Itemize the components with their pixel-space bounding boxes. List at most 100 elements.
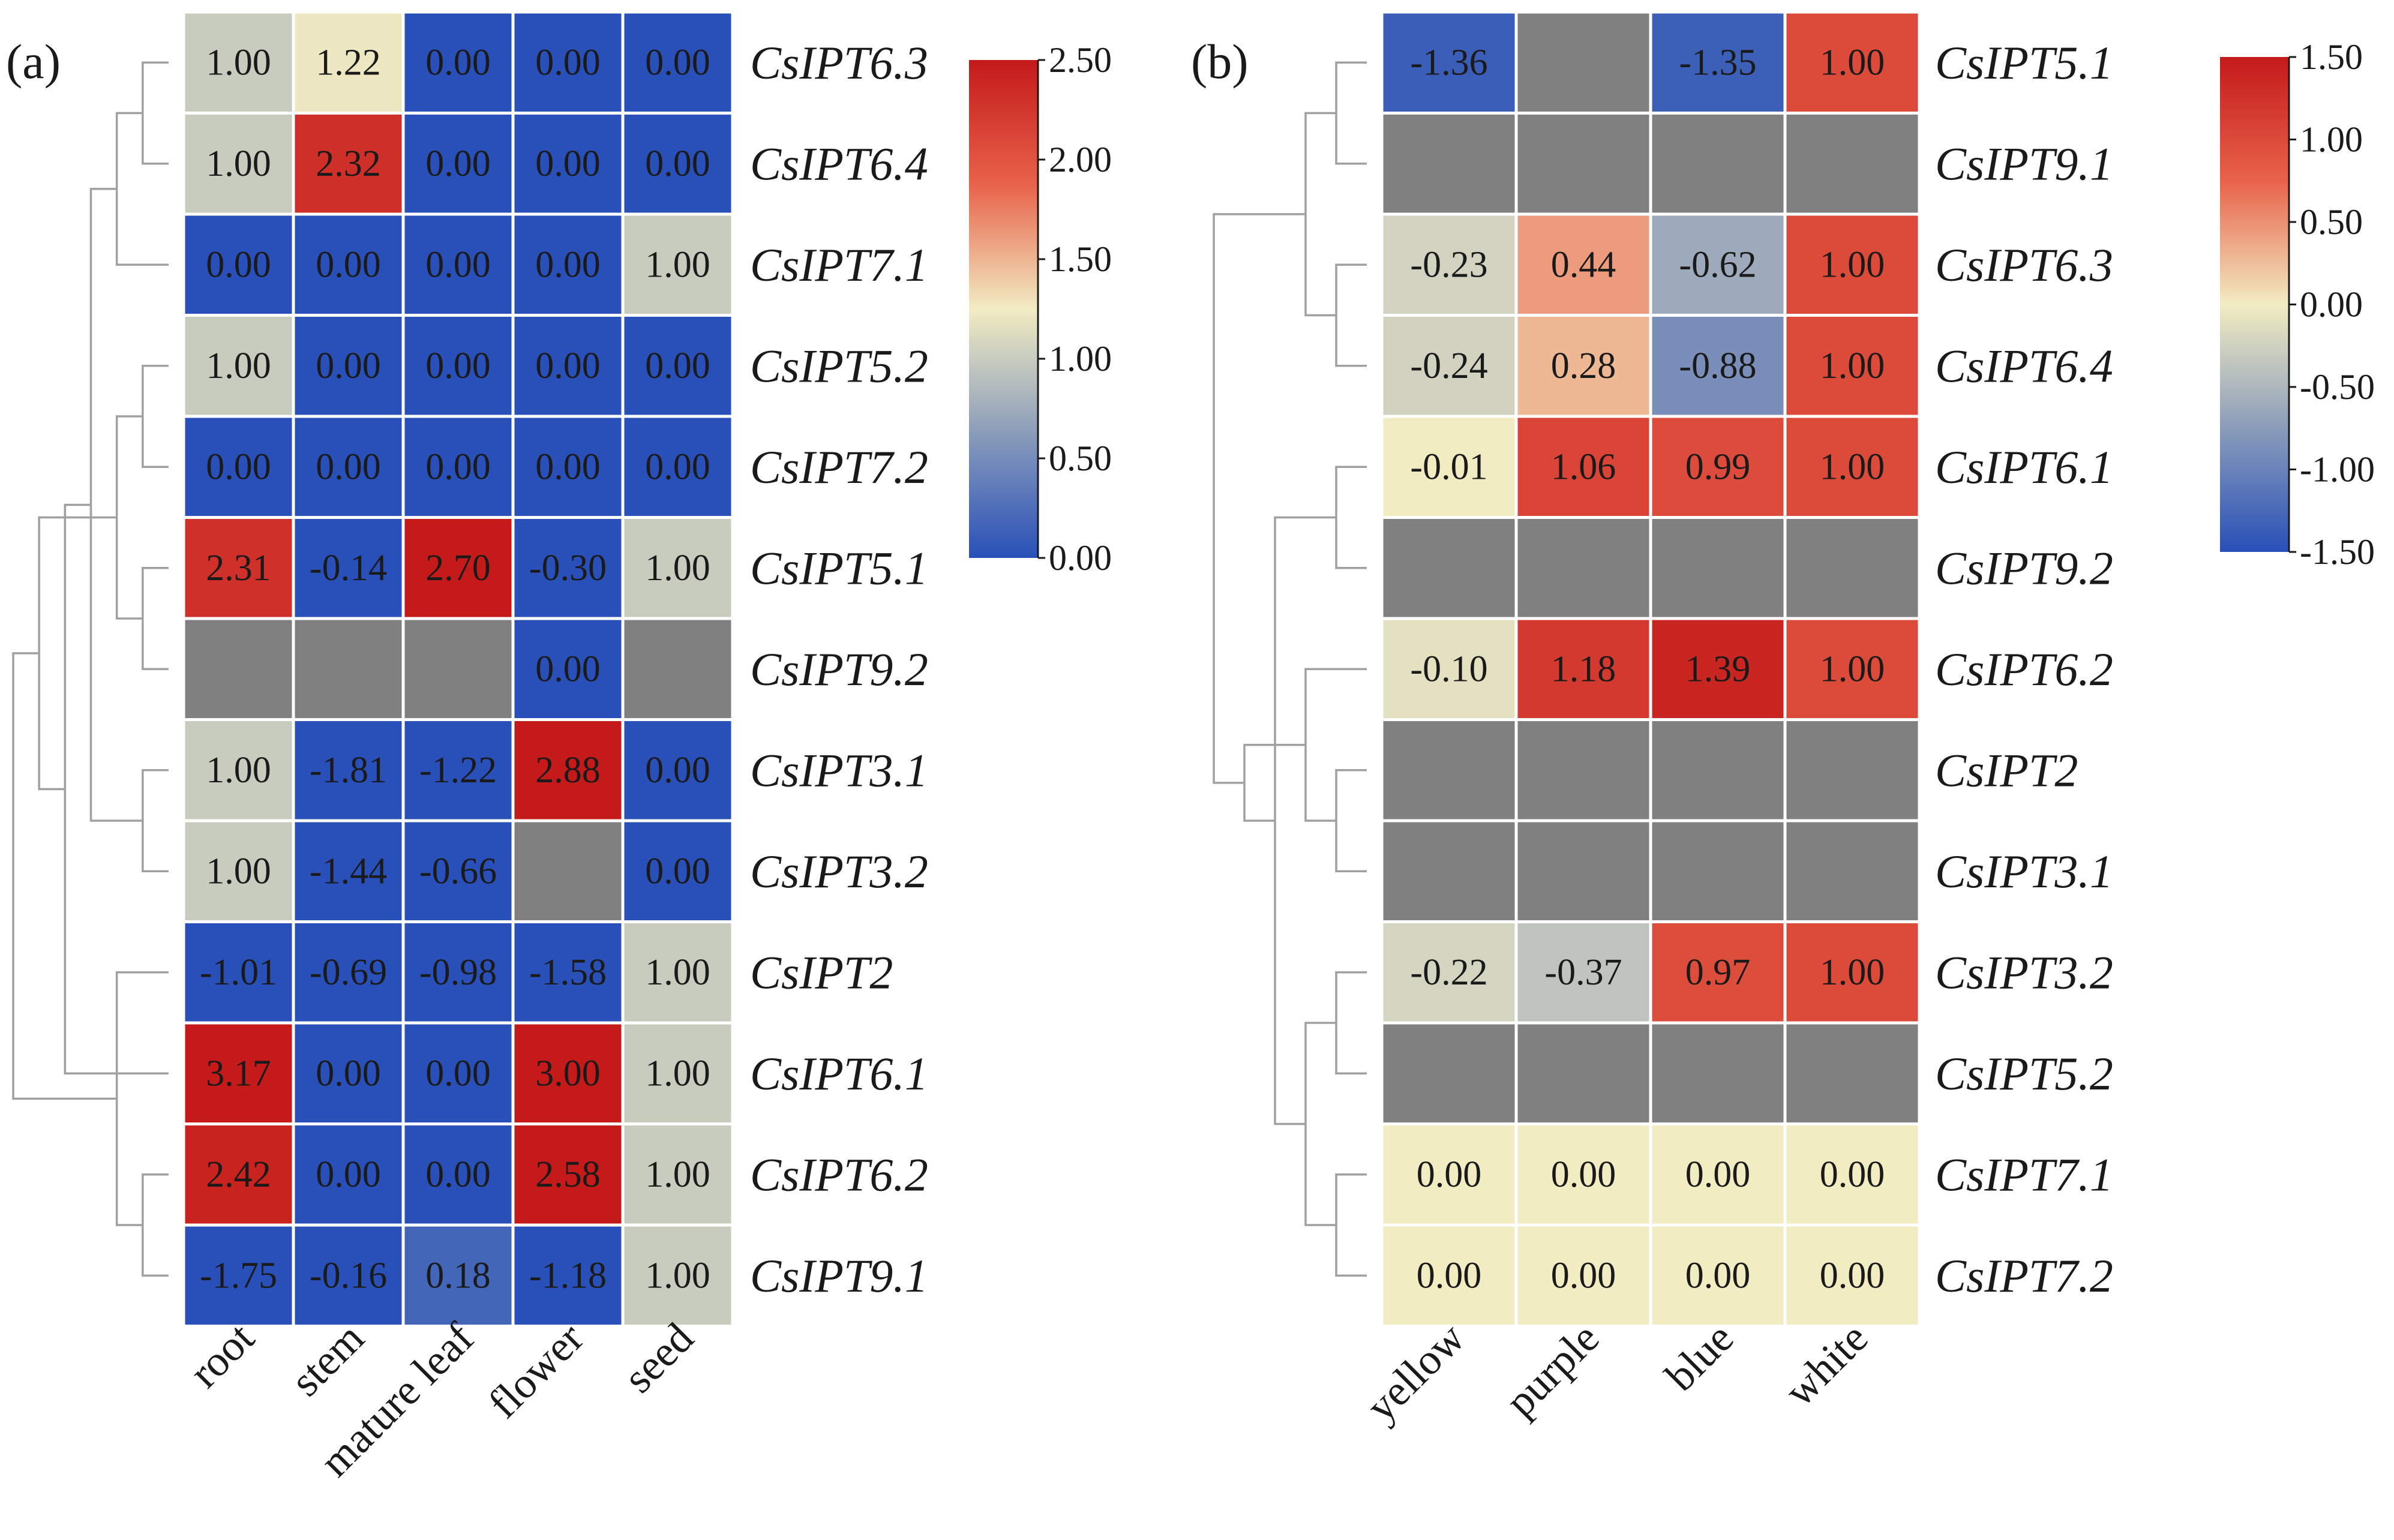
cell-value-label: -0.23: [1410, 244, 1487, 285]
cell-value-label: 0.00: [425, 446, 491, 487]
heatmap-cell: [401, 314, 515, 418]
cell-value-label: 1.00: [1820, 952, 1885, 993]
cell-value-label: 0.00: [1551, 1154, 1616, 1195]
row-label: CsIPT5.2: [750, 340, 928, 392]
heatmap-cell: [1649, 112, 1787, 216]
heatmap-cell: [292, 212, 405, 317]
colorbar-tick-label: 2.00: [1049, 140, 1112, 179]
heatmap-cell: [292, 1223, 405, 1328]
heatmap-cell: [511, 1122, 625, 1227]
cell-value-label: -1.35: [1679, 42, 1756, 83]
cell-value-label: 0.00: [425, 244, 491, 285]
cell-value-label: 1.00: [645, 1154, 710, 1195]
heatmap-cell: [1649, 516, 1787, 620]
heatmap-cell: [1514, 415, 1652, 519]
row-label: CsIPT3.1: [1935, 845, 2113, 897]
heatmap-cell: [182, 617, 295, 721]
cell-value-label: -0.24: [1410, 346, 1487, 386]
heatmap-cell: [401, 1122, 515, 1227]
colorbar-tick-label: -0.50: [2300, 367, 2375, 407]
row-label: CsIPT6.3: [750, 37, 928, 89]
cell-value-label: 1.22: [316, 42, 381, 83]
cell-value-label: 1.39: [1685, 649, 1751, 689]
heatmap-cell: [621, 920, 734, 1025]
heatmap-cell: [1783, 314, 1921, 418]
cell-value-label: -0.88: [1679, 346, 1756, 386]
heatmap-cell: [1380, 819, 1518, 923]
row-label: CsIPT7.1: [1935, 1148, 2113, 1200]
heatmap-cell: [1783, 1122, 1921, 1227]
colorbar-tick-label: 0.50: [1049, 439, 1112, 478]
heatmap-cell: [182, 1223, 295, 1328]
cell-value-label: 1.00: [1820, 244, 1885, 285]
cell-value-label: 0.00: [1820, 1154, 1885, 1195]
cell-value-label: 0.00: [645, 750, 710, 791]
heatmap-cell: [401, 718, 515, 822]
heatmap-cell: [1783, 819, 1921, 923]
heatmap-cell: [511, 1223, 625, 1328]
heatmap-cell: [292, 1122, 405, 1227]
cell-value-label: 1.00: [1820, 346, 1885, 386]
cell-value-label: -0.14: [310, 548, 387, 589]
heatmap-cell: [401, 516, 515, 620]
heatmap-cell: [182, 516, 295, 620]
heatmap-cell: [1783, 112, 1921, 216]
heatmap-cell: [1783, 920, 1921, 1025]
cell-value-label: 1.00: [206, 143, 271, 184]
cell-value-label: 0.00: [1820, 1255, 1885, 1296]
colorbar-tick-label: 0.00: [1049, 538, 1112, 578]
heatmap-cell: [511, 819, 625, 923]
heatmap-cell: [1514, 10, 1652, 115]
cell-value-label: 0.00: [1551, 1255, 1616, 1296]
heatmap-cell: [1649, 10, 1787, 115]
heatmap-cell: [1514, 718, 1652, 822]
heatmap-cell: [1514, 1223, 1652, 1328]
cell-value-label: -1.75: [200, 1255, 277, 1296]
cell-value-label: 0.00: [535, 346, 601, 386]
cell-value-label: 3.00: [535, 1053, 601, 1094]
cell-value-label: -0.10: [1410, 649, 1487, 689]
row-label: CsIPT6.4: [750, 137, 928, 190]
cell-value-label: 2.32: [316, 143, 381, 184]
cell-value-label: 0.00: [425, 1053, 491, 1094]
cell-value-label: 2.31: [206, 548, 271, 589]
heatmap-cell: [621, 1122, 734, 1227]
heatmap-cell: [1380, 1223, 1518, 1328]
row-label: CsIPT6.2: [1935, 643, 2113, 695]
cell-value-label: 0.00: [535, 244, 601, 285]
colorbar-tick-label: 1.00: [2300, 120, 2363, 160]
cell-value-label: 0.28: [1551, 346, 1616, 386]
cell-value-label: 0.00: [316, 446, 381, 487]
row-label: CsIPT6.4: [1935, 340, 2113, 392]
heatmap-cell: [621, 212, 734, 317]
heatmap-cell: [1783, 718, 1921, 822]
heatmap-cell: [621, 112, 734, 216]
heatmap-cell: [1514, 212, 1652, 317]
heatmap-cell: [621, 516, 734, 620]
cell-value-label: 0.00: [535, 649, 601, 689]
heatmap-cell: [621, 617, 734, 721]
row-label: CsIPT9.2: [1935, 542, 2113, 594]
cell-value-label: -0.01: [1410, 446, 1487, 487]
dendrogram-branch: [115, 112, 169, 266]
colorbar-tick-label: 0.00: [2300, 285, 2363, 325]
cell-value-label: 1.00: [645, 1255, 710, 1296]
heatmap-cell: [1649, 1021, 1787, 1125]
row-label: CsIPT5.1: [1935, 37, 2113, 89]
cell-value-label: 1.00: [1820, 649, 1885, 689]
row-label: CsIPT9.2: [750, 643, 928, 695]
colorbar-tick-label: -1.50: [2300, 532, 2375, 572]
row-label: CsIPT5.2: [1935, 1047, 2113, 1100]
heatmap-cell: [1380, 516, 1518, 620]
heatmap-cell: [1380, 314, 1518, 418]
row-label: CsIPT9.1: [1935, 137, 2113, 190]
heatmap-cell: [182, 718, 295, 822]
heatmap-cell: [511, 212, 625, 317]
heatmap-cell: [1649, 212, 1787, 317]
cell-value-label: 0.97: [1685, 952, 1751, 993]
colorbar-tick-label: 1.50: [2300, 37, 2363, 77]
heatmap-cell: [1380, 1122, 1518, 1227]
cell-value-label: 0.18: [425, 1255, 491, 1296]
heatmap-cell: [511, 415, 625, 519]
